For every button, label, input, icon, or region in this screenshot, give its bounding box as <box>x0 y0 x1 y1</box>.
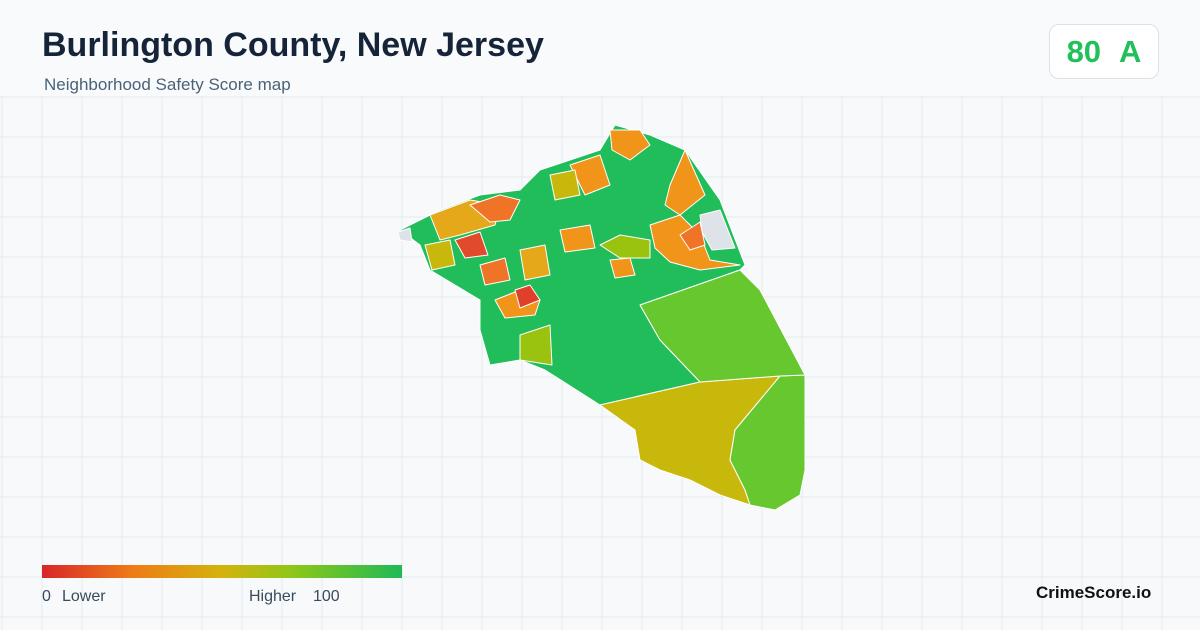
legend-min: 0 <box>42 588 51 605</box>
grid <box>0 96 1200 630</box>
region <box>599 234 651 259</box>
region <box>454 231 489 259</box>
region <box>519 244 551 281</box>
region <box>397 227 413 243</box>
region <box>609 257 636 279</box>
title: Burlington County, New Jersey <box>42 26 544 64</box>
legend-max: 100 <box>313 588 340 605</box>
score-value: 80 <box>1066 33 1102 69</box>
region <box>479 257 511 286</box>
subtitle: Neighborhood Safety Score map <box>44 75 291 94</box>
region <box>519 324 553 366</box>
region <box>729 374 806 511</box>
region <box>559 224 596 253</box>
header-bg <box>0 0 1200 96</box>
county <box>397 124 806 511</box>
region <box>664 149 706 216</box>
region <box>424 239 456 271</box>
region <box>609 129 651 161</box>
legend-min-label: Lower <box>62 588 106 605</box>
region <box>549 169 581 201</box>
region <box>639 269 806 383</box>
region <box>679 221 706 251</box>
brand: CrimeScore.io <box>1036 583 1152 602</box>
score-badge: 80 A <box>1049 24 1159 79</box>
score-grade: A <box>1119 33 1142 69</box>
legend-max-label: Higher <box>249 588 297 605</box>
region <box>569 154 611 196</box>
region <box>469 194 521 223</box>
legend-gradient <box>42 565 402 578</box>
region <box>514 284 541 309</box>
